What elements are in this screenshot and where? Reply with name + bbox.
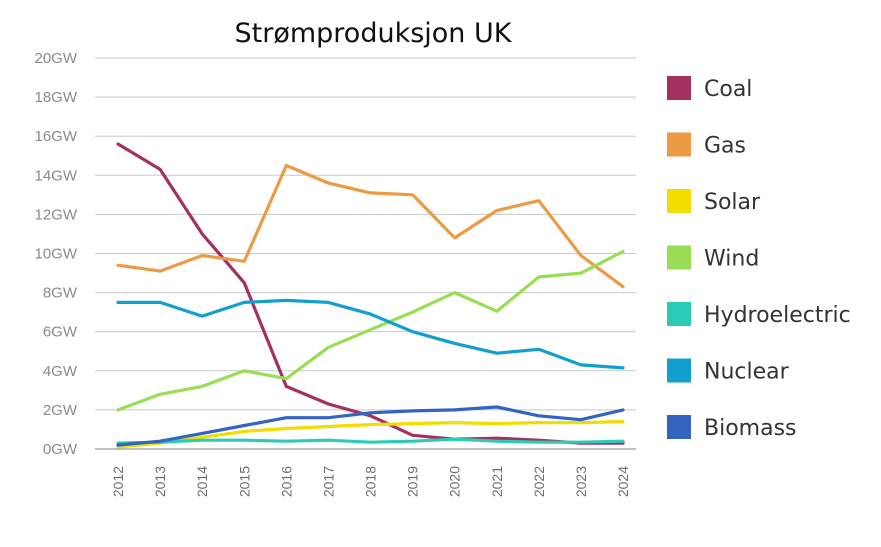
y-tick-label: 2GW bbox=[43, 402, 78, 419]
legend-label-nuclear: Nuclear bbox=[704, 360, 790, 385]
series-line-hydroelectric bbox=[116, 437, 625, 445]
legend-swatch-gas bbox=[667, 132, 691, 157]
series-line-coal bbox=[116, 142, 625, 445]
x-tick-label: 2012 bbox=[110, 466, 126, 497]
legend-label-biomass: Biomass bbox=[704, 416, 797, 441]
series-lines bbox=[116, 142, 625, 449]
x-tick-label: 2021 bbox=[489, 466, 505, 497]
chart-title: Strømproduksjon UK bbox=[235, 18, 513, 49]
legend-swatch-hydroelectric bbox=[667, 302, 691, 326]
series-line-solar bbox=[116, 420, 625, 449]
y-tick-label: 16GW bbox=[34, 128, 77, 145]
x-tick-label: 2023 bbox=[573, 466, 589, 497]
series-line-wind bbox=[116, 249, 625, 412]
y-tick-label: 20GW bbox=[34, 50, 77, 67]
series-line-nuclear bbox=[116, 298, 625, 370]
x-tick-label: 2016 bbox=[278, 466, 294, 497]
x-tick-label: 2019 bbox=[405, 466, 421, 497]
x-axis-ticks: 2012 2013 2014 2015 2016 2017 2018 2019 2020 2021… bbox=[110, 466, 631, 497]
y-tick-label: 6GW bbox=[43, 324, 78, 341]
legend-label-coal: Coal bbox=[704, 77, 752, 102]
x-tick-label: 2020 bbox=[447, 466, 463, 497]
x-tick-label: 2018 bbox=[363, 466, 379, 497]
series-line-gas bbox=[116, 163, 625, 289]
gridlines bbox=[95, 57, 636, 450]
legend-label-hydroelectric: Hydroelectric bbox=[704, 303, 851, 328]
y-axis-ticks: 0GW 2GW 4GW 6GW 8GW 10GW 12GW 14GW 16GW 18GW 20GW bbox=[34, 50, 77, 458]
y-tick-label: 10GW bbox=[34, 246, 77, 263]
x-tick-label: 2024 bbox=[615, 466, 631, 497]
y-tick-label: 4GW bbox=[43, 363, 78, 380]
x-tick-label: 2013 bbox=[152, 466, 168, 497]
x-tick-label: 2014 bbox=[194, 466, 210, 497]
series-line-biomass bbox=[116, 405, 625, 447]
legend-swatch-solar bbox=[667, 189, 691, 213]
legend-label-solar: Solar bbox=[704, 190, 761, 215]
y-tick-label: 12GW bbox=[34, 206, 77, 223]
y-tick-label: 0GW bbox=[43, 441, 78, 458]
legend: Coal Gas Solar Wind Hydroelectric Nuclear Biom… bbox=[667, 76, 851, 441]
legend-swatch-wind bbox=[667, 245, 691, 270]
legend-swatch-coal bbox=[667, 76, 691, 100]
x-tick-label: 2017 bbox=[320, 466, 336, 497]
y-tick-label: 14GW bbox=[34, 167, 77, 184]
legend-label-wind: Wind bbox=[704, 247, 759, 272]
legend-label-gas: Gas bbox=[704, 134, 746, 159]
legend-swatch-nuclear bbox=[667, 358, 691, 383]
x-tick-label: 2015 bbox=[236, 466, 252, 497]
x-tick-label: 2022 bbox=[531, 466, 547, 497]
y-tick-label: 18GW bbox=[34, 89, 77, 106]
legend-swatch-biomass bbox=[667, 415, 691, 439]
y-tick-label: 8GW bbox=[43, 285, 78, 302]
